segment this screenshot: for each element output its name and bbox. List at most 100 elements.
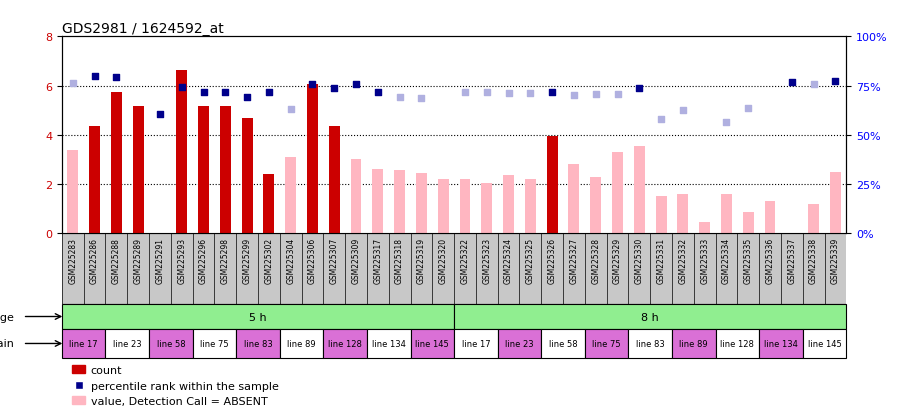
Text: GSM225323: GSM225323 (482, 237, 491, 283)
Text: GSM225293: GSM225293 (177, 237, 187, 283)
Text: GSM225335: GSM225335 (743, 237, 753, 283)
Bar (62, 330, 106, 358)
Point (828, 78, 843, 85)
Text: line 89: line 89 (680, 339, 708, 348)
Bar (612, 153, 623, 234)
Text: GSM225334: GSM225334 (722, 237, 731, 283)
Bar (743, 213, 753, 234)
Point (109, 74, 124, 81)
Point (261, 89, 276, 96)
Bar (672, 330, 715, 358)
Point (589, 92, 603, 98)
Point (741, 105, 755, 112)
Text: GSM225337: GSM225337 (787, 237, 796, 283)
Bar (198, 107, 209, 234)
Text: line 58: line 58 (549, 339, 577, 348)
Bar (410, 330, 454, 358)
Point (153, 111, 167, 118)
Text: line 134: line 134 (764, 339, 798, 348)
Text: GSM225288: GSM225288 (112, 237, 121, 283)
Text: line 23: line 23 (505, 339, 534, 348)
Bar (547, 137, 558, 234)
Bar (525, 180, 536, 234)
Bar (220, 107, 231, 234)
Bar (62, 304, 454, 330)
Text: GSM225289: GSM225289 (134, 237, 143, 283)
Bar (803, 330, 846, 358)
Point (545, 89, 560, 96)
Text: line 134: line 134 (372, 339, 406, 348)
Text: line 145: line 145 (808, 339, 842, 348)
Bar (263, 175, 274, 234)
Text: GSM225296: GSM225296 (199, 237, 208, 283)
Text: line 83: line 83 (636, 339, 664, 348)
Text: GDS2981 / 1624592_at: GDS2981 / 1624592_at (62, 22, 224, 36)
Point (458, 89, 472, 96)
Text: line 17: line 17 (69, 339, 98, 348)
Bar (367, 330, 410, 358)
Text: GSM225339: GSM225339 (831, 237, 840, 283)
Bar (323, 330, 367, 358)
Bar (149, 330, 193, 358)
Text: line 89: line 89 (288, 339, 316, 348)
Point (719, 120, 733, 126)
Point (653, 116, 668, 123)
Bar (89, 127, 100, 234)
Text: GSM225325: GSM225325 (526, 237, 535, 283)
Text: GSM225302: GSM225302 (265, 237, 273, 283)
Bar (655, 197, 666, 234)
Text: GSM225326: GSM225326 (548, 237, 557, 283)
Text: GSM225318: GSM225318 (395, 237, 404, 283)
Bar (372, 170, 383, 234)
Text: GSM225319: GSM225319 (417, 237, 426, 283)
Point (283, 106, 298, 113)
Text: GSM225329: GSM225329 (613, 237, 622, 283)
Text: GSM225307: GSM225307 (329, 237, 339, 283)
Bar (454, 330, 498, 358)
Point (66, 81, 80, 87)
Bar (715, 330, 759, 358)
Text: GSM225306: GSM225306 (308, 237, 317, 283)
Bar (503, 176, 514, 234)
Text: line 75: line 75 (200, 339, 228, 348)
Bar (416, 173, 427, 234)
Text: GSM225298: GSM225298 (221, 237, 230, 283)
Bar (193, 330, 237, 358)
Text: GSM225291: GSM225291 (156, 237, 165, 283)
Text: GSM225309: GSM225309 (351, 237, 360, 283)
Bar (460, 180, 470, 234)
Bar (279, 330, 323, 358)
Text: GSM225338: GSM225338 (809, 237, 818, 283)
Legend: count, percentile rank within the sample, value, Detection Call = ABSENT, rank, : count, percentile rank within the sample… (67, 361, 283, 413)
Bar (111, 93, 122, 234)
Bar (67, 150, 78, 234)
Text: 5 h: 5 h (249, 312, 267, 322)
Point (392, 94, 407, 101)
Point (784, 79, 799, 86)
Text: line 128: line 128 (329, 339, 362, 348)
Text: GSM225328: GSM225328 (592, 237, 601, 283)
Bar (438, 180, 449, 234)
Bar (591, 177, 602, 234)
Bar (237, 330, 279, 358)
Bar (699, 223, 710, 234)
Text: GSM225332: GSM225332 (678, 237, 687, 283)
Text: GSM225304: GSM225304 (286, 237, 295, 283)
Point (218, 89, 233, 96)
Text: line 83: line 83 (244, 339, 272, 348)
Text: 8 h: 8 h (642, 312, 659, 322)
Bar (307, 85, 318, 234)
Bar (629, 330, 672, 358)
Text: line 145: line 145 (416, 339, 450, 348)
Text: line 128: line 128 (721, 339, 754, 348)
Bar (133, 107, 144, 234)
Bar (285, 157, 296, 234)
Text: GSM225299: GSM225299 (243, 237, 251, 283)
Point (632, 85, 647, 92)
Point (87, 73, 102, 80)
Point (414, 95, 429, 102)
Bar (242, 118, 253, 234)
Text: GSM225327: GSM225327 (570, 237, 579, 283)
Text: strain: strain (0, 339, 14, 349)
Text: GSM225331: GSM225331 (657, 237, 665, 283)
